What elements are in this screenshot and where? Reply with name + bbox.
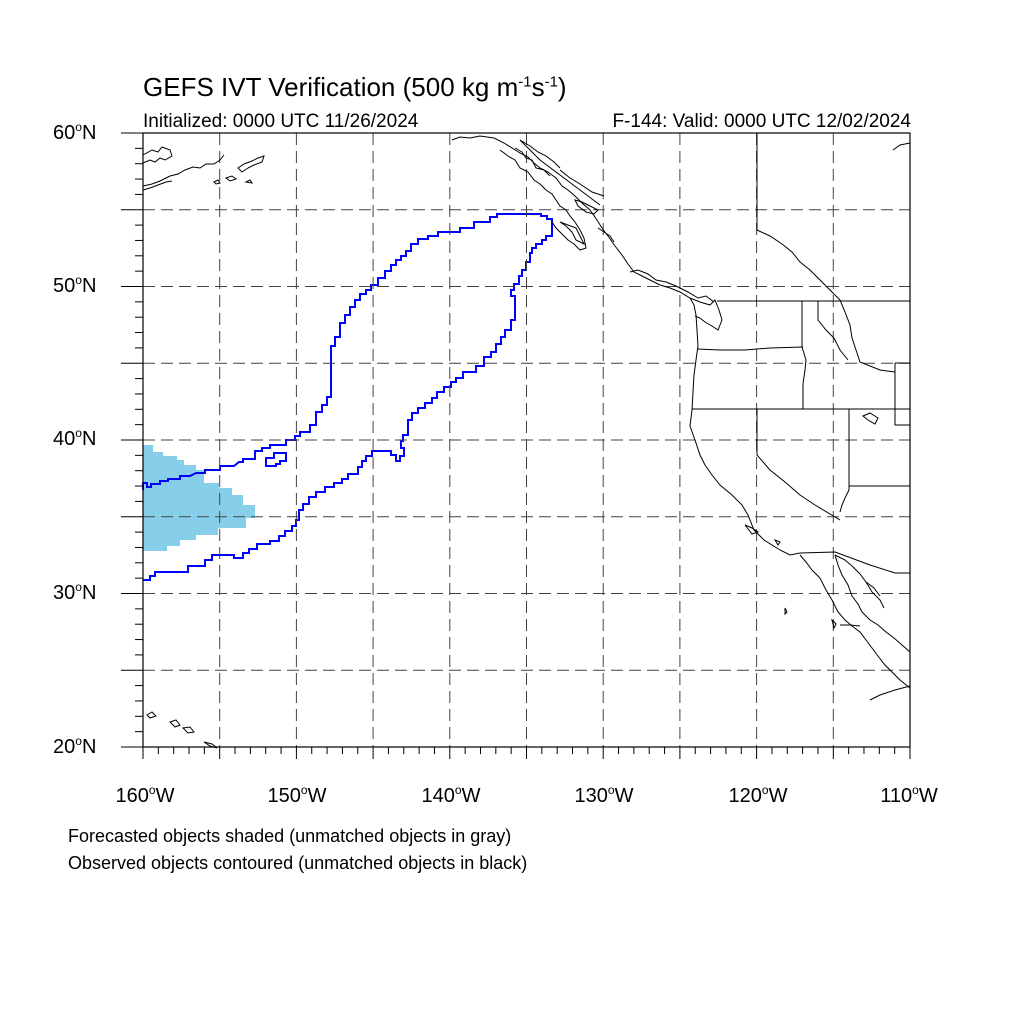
- map-title: GEFS IVT Verification (500 kg m-1s-1): [143, 72, 567, 102]
- initialized-time: Initialized: 0000 UTC 11/26/2024: [143, 111, 419, 132]
- lon-label-160w: 160oW: [115, 783, 175, 807]
- lon-label-140w: 140oW: [421, 783, 481, 807]
- lon-label-110w: 110oW: [880, 783, 938, 807]
- valid-time: F-144: Valid: 0000 UTC 12/02/2024: [612, 111, 911, 132]
- coastlines: [142, 135, 911, 749]
- map-frame: [142, 132, 911, 748]
- forecast-object: [143, 445, 255, 551]
- map-grid: [143, 133, 910, 747]
- lon-label-120w: 120oW: [728, 783, 788, 807]
- observed-object-contour: [142, 213, 553, 581]
- political-boundaries: [519, 133, 910, 627]
- observed-footnote: Observed objects contoured (unmatched ob…: [68, 853, 528, 873]
- lat-label-50: 50oN: [53, 273, 97, 297]
- forecast-footnote: Forecasted objects shaded (unmatched obj…: [68, 826, 512, 846]
- lat-label-20: 20oN: [53, 734, 97, 758]
- lat-label-30: 30oN: [53, 580, 97, 604]
- lat-label-60: 60oN: [53, 120, 97, 144]
- observed-object-contour-small: [265, 452, 287, 467]
- lon-label-130w: 130oW: [574, 783, 634, 807]
- lat-label-40: 40oN: [53, 426, 97, 450]
- lon-label-150w: 150oW: [267, 783, 327, 807]
- map-ticks: [121, 132, 911, 759]
